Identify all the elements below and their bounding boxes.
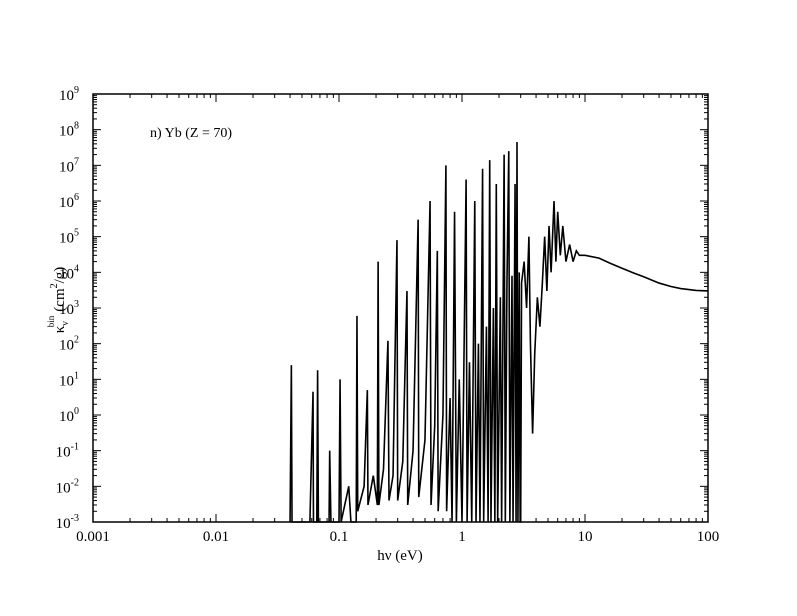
y-tick-base: 10 (59, 409, 74, 425)
y-tick-base: 10 (59, 302, 74, 318)
y-tick-exponent: -1 (71, 442, 79, 453)
x-tick-label: 100 (697, 529, 720, 545)
y-axis-label: κνbin (cm2/g) (46, 267, 71, 334)
y-tick-exponent: -2 (71, 477, 79, 488)
annotation: n) Yb (Z = 70) (150, 126, 232, 141)
y-tick-label: 103 (59, 299, 79, 318)
y-tick-exponent: 8 (74, 121, 79, 132)
y-tick-exponent: 9 (74, 85, 79, 96)
y-label-unit-sup: 2 (49, 283, 60, 288)
y-tick-exponent: 2 (74, 335, 79, 346)
y-tick-exponent: -3 (71, 513, 79, 524)
y-tick-base: 10 (56, 480, 71, 496)
y-tick-exponent: 6 (74, 192, 79, 203)
x-tick-label: 0.01 (203, 529, 229, 545)
y-tick-label: 10-3 (56, 513, 79, 532)
plot-frame (92, 93, 709, 523)
y-tick-exponent: 1 (74, 370, 79, 381)
y-tick-base: 10 (59, 373, 74, 389)
x-tick-label: 0.1 (330, 529, 349, 545)
y-tick-exponent: 5 (74, 228, 79, 239)
y-tick-label: 106 (59, 192, 79, 211)
y-tick-exponent: 4 (74, 263, 79, 274)
y-tick-label: 10-1 (56, 442, 79, 461)
x-tick-label: 0.001 (76, 529, 110, 545)
y-tick-base: 10 (56, 445, 71, 461)
y-tick-base: 10 (59, 266, 74, 282)
y-label-symbol: κ (52, 325, 68, 333)
y-tick-label: 100 (59, 406, 79, 425)
y-tick-label: 105 (59, 228, 79, 247)
x-tick-label: 1 (458, 529, 466, 545)
y-tick-label: 109 (59, 85, 79, 104)
x-tick-label: 10 (578, 529, 593, 545)
y-tick-base: 10 (56, 516, 71, 532)
y-tick-exponent: 0 (74, 406, 79, 417)
y-tick-base: 10 (59, 231, 74, 247)
y-tick-base: 10 (59, 159, 74, 175)
y-tick-base: 10 (59, 338, 74, 354)
y-tick-exponent: 3 (74, 299, 79, 310)
y-tick-label: 10-2 (56, 477, 79, 496)
y-tick-label: 101 (59, 370, 79, 389)
y-label-sub: ν (60, 321, 71, 326)
x-axis-label: hν (eV) (377, 548, 423, 564)
y-tick-label: 108 (59, 121, 79, 140)
y-label-unit: (cm (52, 288, 68, 312)
y-tick-exponent: 7 (74, 156, 79, 167)
y-label-unit-end: /g) (52, 267, 68, 284)
y-tick-base: 10 (59, 124, 74, 140)
y-tick-base: 10 (59, 88, 74, 104)
y-label-sup: bin (46, 315, 56, 327)
y-tick-label: 102 (59, 335, 79, 354)
y-tick-base: 10 (59, 195, 74, 211)
y-tick-label: 107 (59, 156, 79, 175)
y-tick-label: 104 (59, 263, 79, 282)
spectrum-line (289, 142, 709, 523)
